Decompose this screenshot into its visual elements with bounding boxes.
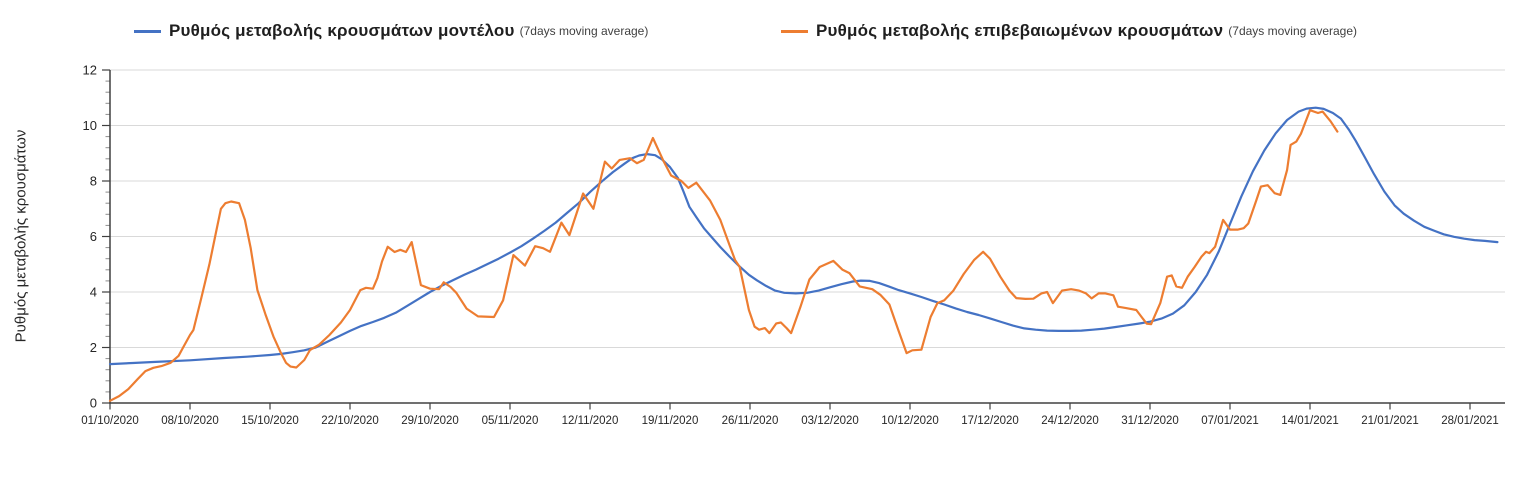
y-axis-tick-label: 6 xyxy=(90,229,97,244)
x-axis-tick-label: 31/12/2020 xyxy=(1121,415,1179,427)
x-axis-tick-label: 22/10/2020 xyxy=(321,415,379,427)
y-axis-tick-label: 8 xyxy=(90,174,97,189)
x-axis-tick-label: 28/01/2021 xyxy=(1441,415,1499,427)
confirmed-series-line[interactable] xyxy=(108,109,1339,402)
legend-suffix-model: (7days moving average) xyxy=(519,24,649,38)
legend-item-confirmed[interactable]: Ρυθμός μεταβολής επιβεβαιωμένων κρουσμάτ… xyxy=(781,21,1357,41)
x-axis-tick-label: 10/12/2020 xyxy=(881,415,939,427)
x-axis-tick-label: 08/10/2020 xyxy=(161,415,219,427)
x-axis-tick-label: 05/11/2020 xyxy=(482,415,539,427)
y-axis-tick-label: 0 xyxy=(90,396,97,411)
x-axis-tick-label: 15/10/2020 xyxy=(241,415,299,427)
legend-label-confirmed: Ρυθμός μεταβολής επιβεβαιωμένων κρουσμάτ… xyxy=(816,21,1224,40)
model-series-line[interactable] xyxy=(108,106,1499,366)
legend-item-model[interactable]: Ρυθμός μεταβολής κρουσμάτων μοντέλου (7d… xyxy=(134,21,648,41)
y-axis-tick-label: 4 xyxy=(90,285,97,300)
x-axis-tick-label: 26/11/2020 xyxy=(722,415,779,427)
x-axis-tick-label: 14/01/2021 xyxy=(1281,415,1339,427)
y-axis-tick-label: 10 xyxy=(83,118,97,133)
x-axis-tick-label: 03/12/2020 xyxy=(801,415,859,427)
model-series-swatch-icon xyxy=(134,29,161,33)
x-axis-tick-label: 07/01/2021 xyxy=(1201,415,1259,427)
x-axis-tick-label: 17/12/2020 xyxy=(961,415,1019,427)
x-axis-tick-label: 12/11/2020 xyxy=(562,415,619,427)
x-axis-tick-label: 29/10/2020 xyxy=(401,415,459,427)
y-axis-title: Ρυθμός μεταβολής κρουσμάτων xyxy=(12,129,30,343)
x-axis-tick-label: 21/01/2021 xyxy=(1361,415,1419,427)
x-axis-tick-label: 01/10/2020 xyxy=(81,415,139,427)
y-axis-tick-label: 2 xyxy=(90,340,97,355)
legend-label-model: Ρυθμός μεταβολής κρουσμάτων μοντέλου xyxy=(169,21,515,40)
confirmed-series-swatch-icon xyxy=(781,29,808,33)
y-axis-tick-label: 12 xyxy=(83,63,97,78)
legend-suffix-confirmed: (7days moving average) xyxy=(1228,24,1358,38)
x-axis-tick-label: 24/12/2020 xyxy=(1041,415,1099,427)
x-axis-tick-label: 19/11/2020 xyxy=(642,415,699,427)
